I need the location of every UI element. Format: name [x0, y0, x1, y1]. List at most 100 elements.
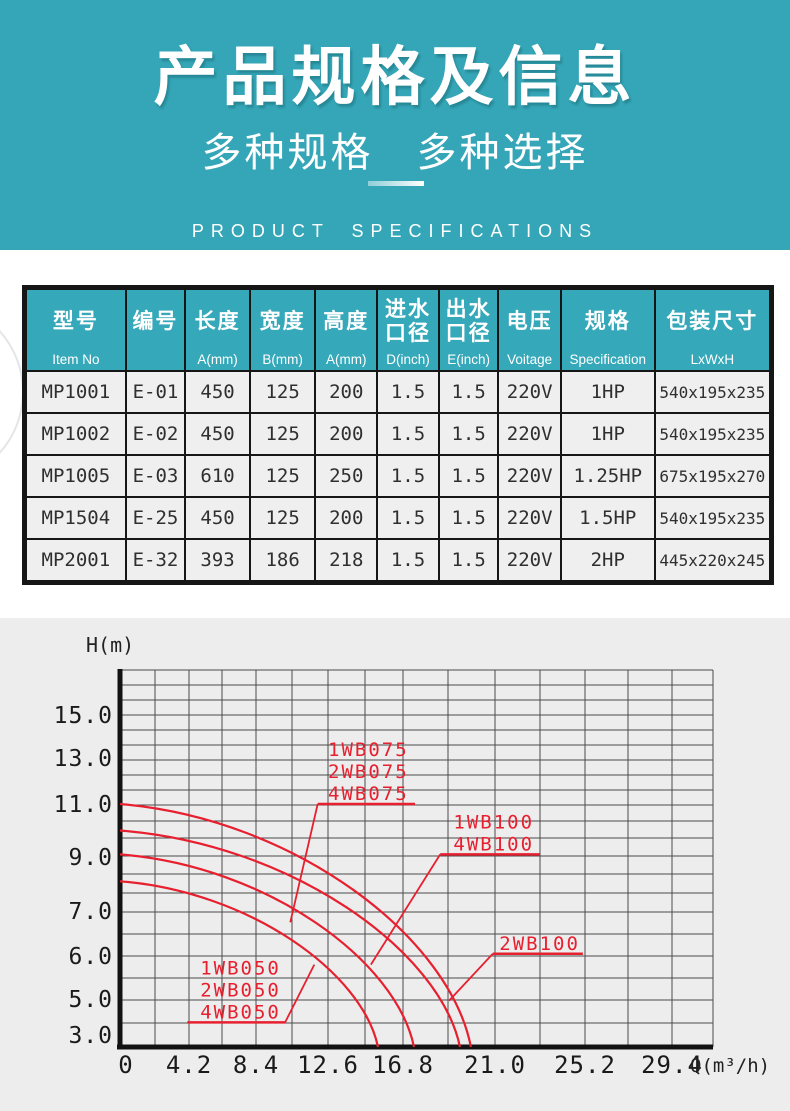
column-title-sub: B(mm)	[262, 352, 303, 367]
table-cell: 1.5	[437, 538, 500, 582]
series-label: 4WB050	[200, 1001, 281, 1023]
table-cell: 445x220x245	[653, 538, 772, 582]
table-cell: E-32	[124, 538, 187, 582]
table-cell: 450	[184, 496, 251, 540]
divider-line	[368, 181, 424, 186]
pump-curve	[119, 829, 462, 1048]
table-cell: 220V	[497, 496, 562, 540]
x-tick-label: 16.8	[372, 1051, 434, 1079]
series-leader	[284, 964, 316, 1023]
column-title-zh: 编号	[132, 309, 179, 333]
series-leader	[289, 803, 319, 923]
table-cell: 675x195x270	[653, 454, 772, 498]
column-title-zh: 规格	[584, 309, 631, 333]
y-tick-label: 9.0	[68, 845, 113, 871]
column-title-sub: Specification	[569, 352, 647, 367]
column-header-9: 包装尺寸 LxWxH	[653, 288, 772, 372]
table-cell: 125	[248, 370, 317, 414]
table-cell: 393	[184, 538, 251, 582]
column-title-zh: 型号	[52, 309, 99, 333]
x-tick-label: 12.6	[297, 1051, 359, 1079]
x-tick-label: 4.2	[166, 1051, 212, 1079]
series-label: 4WB075	[328, 783, 409, 805]
column-title-sub: Voitage	[507, 352, 553, 367]
table-cell: 610	[184, 454, 251, 498]
table-cell: 1.5	[437, 412, 500, 456]
table-row: MP1504 E-25 450 125 200 1.5 1.5 220V 1.5HP 540x19…	[25, 496, 772, 540]
table-cell: 2HP	[559, 538, 656, 582]
table-cell: 1.5	[437, 454, 500, 498]
table-cell: 450	[184, 412, 251, 456]
pump-curve	[119, 802, 472, 1048]
table-cell: 218	[314, 538, 379, 582]
table-row: MP1001 E-01 450 125 200 1.5 1.5 220V 1HP 540x195x…	[25, 370, 772, 414]
x-tick-label: 29.4	[641, 1051, 703, 1079]
column-title-sub: A(mm)	[326, 352, 367, 367]
y-tick-label: 13.0	[54, 746, 113, 772]
table-cell: MP1005	[25, 454, 127, 498]
table-cell: 125	[248, 496, 317, 540]
table-cell: E-01	[124, 370, 187, 414]
table-cell: MP2001	[25, 538, 127, 582]
x-tick-label: 8.4	[233, 1051, 279, 1079]
column-title-sub: A(mm)	[197, 352, 238, 367]
y-tick-label: 11.0	[54, 792, 113, 818]
page-tagline: PRODUCT SPECIFICATIONS	[191, 221, 599, 241]
y-tick-label: 7.0	[68, 899, 113, 925]
column-header-8: 规格 Specification	[559, 288, 656, 372]
table-cell: 1HP	[559, 370, 656, 414]
banner: 产品规格及信息 多种规格 多种选择 PRODUCT SPECIFICATIONS	[0, 0, 790, 250]
table-cell: 200	[314, 370, 379, 414]
y-tick-label: 6.0	[68, 944, 113, 970]
column-title-zh: 电压	[506, 309, 553, 333]
column-title-sub: Item No	[52, 352, 100, 367]
series-label: 1WB050	[200, 957, 281, 979]
column-title-zh: 宽度	[259, 309, 306, 333]
column-title-sub: E(inch)	[447, 352, 491, 367]
series-label: 1WB100	[453, 811, 534, 833]
column-header-5: 进水口径 D(inch)	[376, 288, 440, 372]
pump-curve	[119, 880, 380, 1048]
table-cell: E-25	[124, 496, 187, 540]
page-title: 产品规格及信息	[153, 41, 637, 113]
page-subtitle: 多种规格 多种选择	[201, 131, 589, 175]
column-title-sub: D(inch)	[386, 352, 430, 367]
y-tick-label: 5.0	[68, 987, 113, 1013]
table-cell: 540x195x235	[653, 370, 772, 414]
table-cell: 220V	[497, 412, 562, 456]
y-axis-title: H(m)	[86, 633, 134, 657]
chart-panel: 1WB075 2WB075 4WB075 1WB100 4WB100 2WB100 1WB0…	[0, 618, 790, 1111]
column-header-3: 宽度 B(mm)	[248, 288, 317, 372]
table-row: MP1002 E-02 450 125 200 1.5 1.5 220V 1HP 540x195x…	[25, 412, 772, 456]
column-header-2: 长度 A(mm)	[184, 288, 251, 372]
series-label: 2WB100	[499, 933, 580, 955]
table-cell: 186	[248, 538, 317, 582]
decorative-circle	[0, 300, 24, 484]
table-cell: 450	[184, 370, 251, 414]
y-tick-label: 15.0	[54, 703, 113, 729]
column-header-6: 出水口径 E(inch)	[437, 288, 500, 372]
x-tick-label: 21.0	[464, 1051, 526, 1079]
x-tick-label: 0	[118, 1051, 133, 1079]
table-cell: 200	[314, 496, 379, 540]
series-label: 4WB100	[453, 833, 534, 855]
column-title-zh: 高度	[323, 309, 370, 333]
column-header-0: 型号 Item No	[25, 288, 127, 372]
table-cell: MP1002	[25, 412, 127, 456]
table-cell: E-03	[124, 454, 187, 498]
column-title-sub: LxWxH	[690, 352, 735, 367]
table-cell: 220V	[497, 370, 562, 414]
table-row: MP2001 E-32 393 186 218 1.5 1.5 220V 2HP 445x220x…	[25, 538, 772, 582]
series-leader	[448, 953, 494, 1002]
table-cell: 540x195x235	[653, 496, 772, 540]
x-axis-title: Q(m³/h)	[690, 1055, 770, 1077]
table-cell: 1.5	[376, 370, 440, 414]
table-cell: 220V	[497, 454, 562, 498]
table-cell: 1.5	[437, 496, 500, 540]
table-cell: 540x195x235	[653, 412, 772, 456]
column-title-zh: 进水口径	[385, 297, 432, 345]
table-cell: 1.5	[376, 454, 440, 498]
table-cell: 250	[314, 454, 379, 498]
table-cell: 125	[248, 412, 317, 456]
